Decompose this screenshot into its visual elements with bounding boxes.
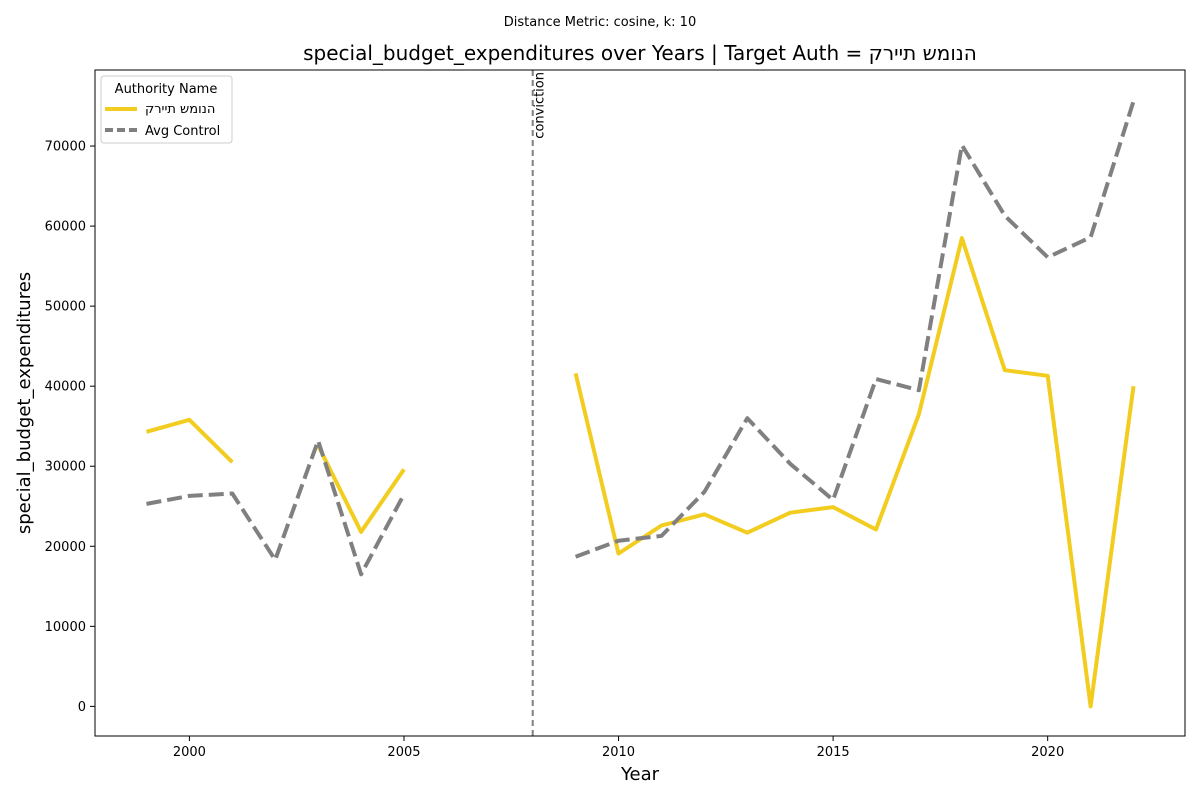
y-tick-label: 30000	[45, 460, 86, 475]
y-tick-label: 10000	[45, 620, 86, 635]
y-axis: 0 10000 20000 30000 40000 50000 60000 70000	[45, 140, 95, 715]
x-tick-label: 2015	[817, 745, 850, 760]
y-tick-label: 20000	[45, 540, 86, 555]
y-tick-label: 50000	[45, 300, 86, 315]
series-line-target	[145, 417, 234, 464]
y-tick-label: 60000	[45, 220, 86, 235]
legend-label-control: Avg Control	[145, 124, 220, 139]
series-line-control	[146, 438, 406, 577]
legend: Authority Name הנומש תיירק Avg Control	[100, 75, 233, 144]
chart-title: special_budget_expenditures over Years |…	[303, 41, 977, 65]
plot-area: conviction	[145, 70, 1136, 736]
x-tick-label: 2000	[173, 745, 206, 760]
conviction-label: conviction	[533, 72, 548, 139]
y-tick-label: 40000	[45, 380, 86, 395]
chart-suptitle: Distance Metric: cosine, k: 10	[504, 15, 696, 30]
x-axis-label: Year	[620, 764, 660, 785]
x-tick-label: 2010	[602, 745, 635, 760]
y-axis-label: special_budget_expenditures	[14, 272, 35, 534]
y-tick-label: 70000	[45, 140, 86, 155]
x-tick-label: 2005	[387, 745, 420, 760]
plot-frame	[94, 69, 1186, 737]
y-tick-label: 0	[78, 700, 86, 715]
x-tick-label: 2020	[1031, 745, 1064, 760]
legend-title: Authority Name	[115, 82, 218, 97]
legend-box	[100, 75, 233, 144]
legend-label-target: הנומש תיירק	[145, 102, 215, 117]
x-axis: 2000 2005 2010 2015 2020	[173, 736, 1064, 760]
series-line-control	[574, 100, 1136, 559]
series-line-target	[573, 236, 1136, 709]
